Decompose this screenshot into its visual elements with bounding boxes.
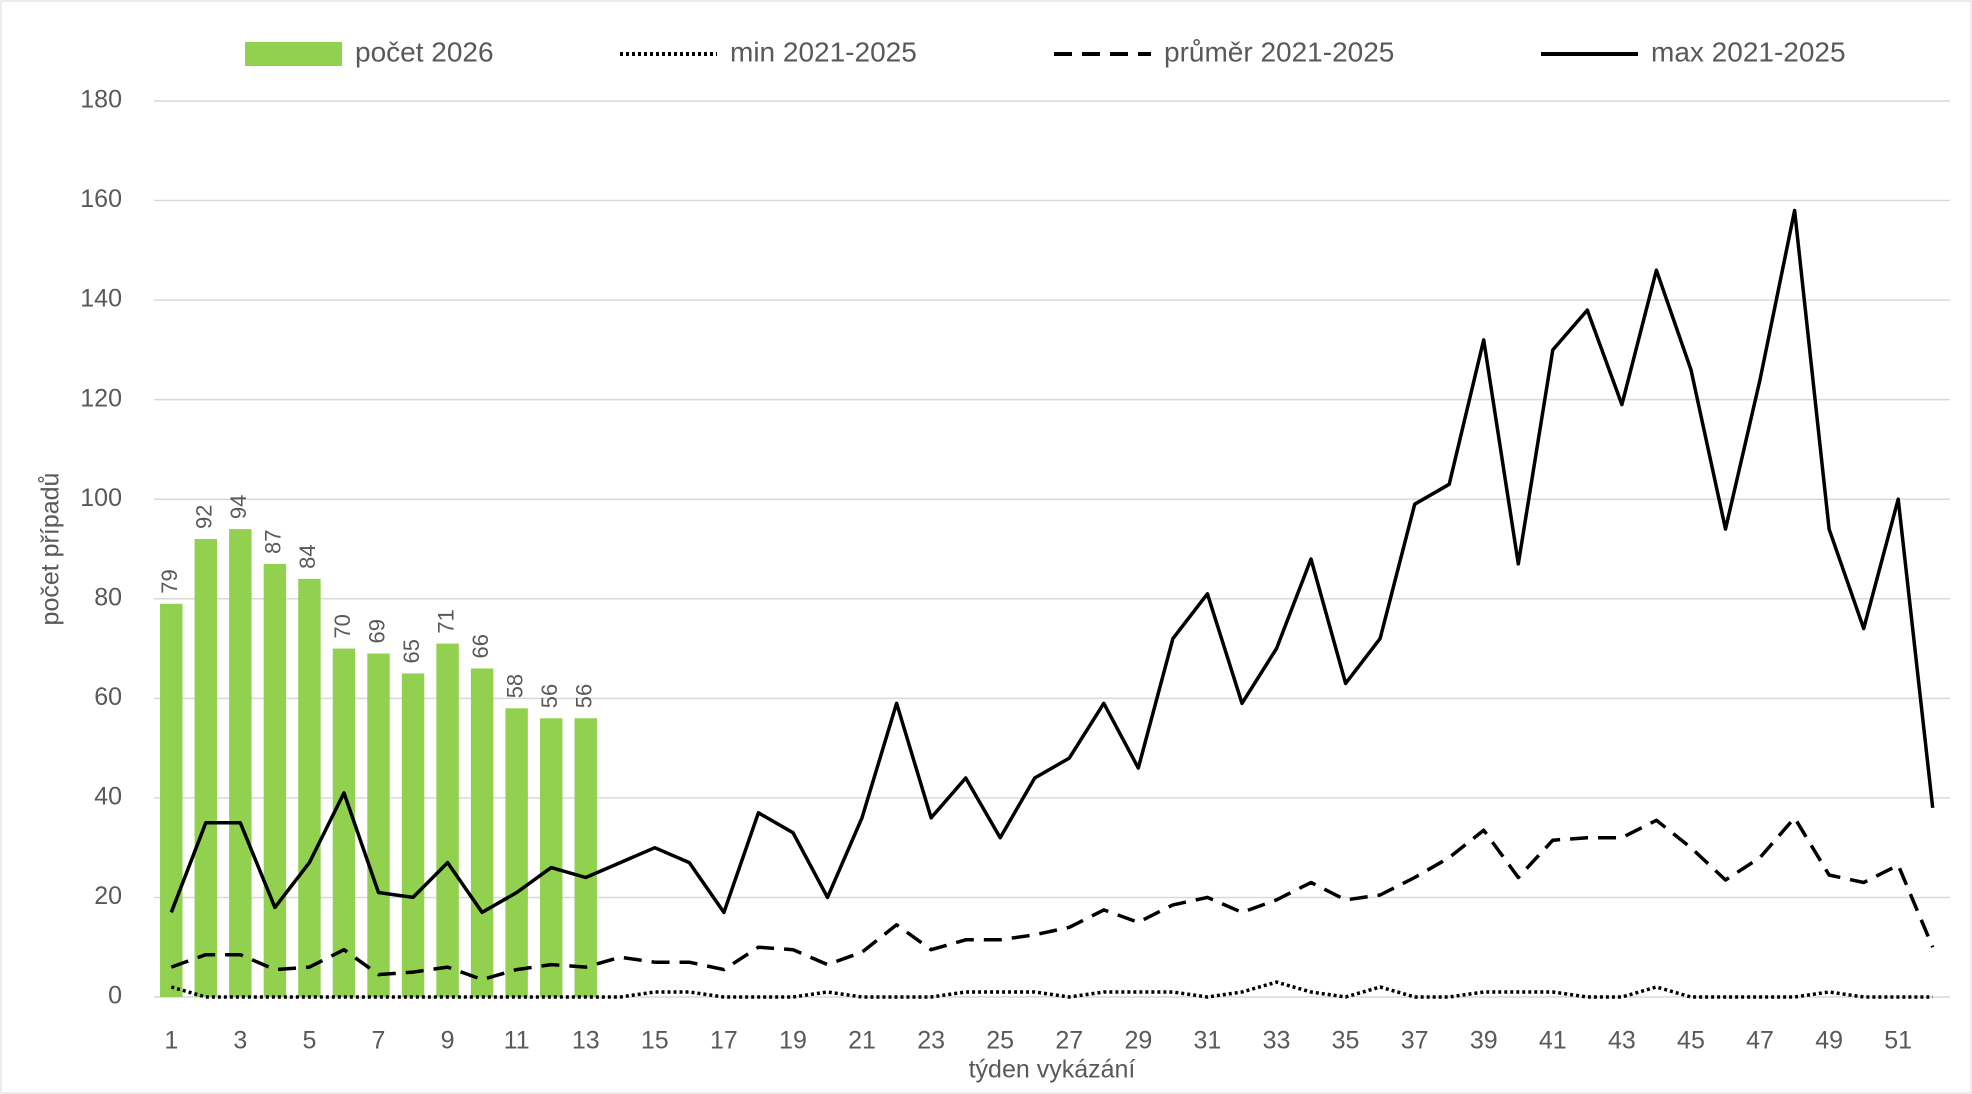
x-tick-label: 37 [1401, 1027, 1429, 1055]
legend-label: min 2021-2025 [730, 36, 917, 67]
x-tick-label: 47 [1746, 1027, 1774, 1055]
x-tick-label: 43 [1608, 1027, 1636, 1055]
bar [539, 718, 563, 997]
data-label: 94 [226, 495, 251, 519]
x-tick-label: 11 [504, 1027, 530, 1055]
x-tick-label: 35 [1332, 1027, 1360, 1055]
x-tick-label: 17 [710, 1027, 738, 1055]
y-tick-label: 120 [80, 384, 122, 412]
x-tick-label: 27 [1055, 1027, 1083, 1055]
data-label: 92 [192, 505, 217, 529]
y-tick-label: 60 [94, 683, 122, 711]
bar [470, 668, 494, 997]
x-tick-label: 45 [1677, 1027, 1705, 1055]
x-tick-label: 29 [1124, 1027, 1152, 1055]
y-tick-label: 40 [94, 782, 122, 810]
x-tick-label: 39 [1470, 1027, 1498, 1055]
data-label: 71 [433, 609, 458, 633]
bar [263, 563, 287, 997]
bar [229, 529, 252, 997]
line-series [170, 816, 1935, 982]
data-label: 70 [330, 614, 355, 638]
bar [160, 603, 183, 997]
x-tick-label: 3 [233, 1027, 247, 1055]
bar [367, 653, 390, 997]
x-tick-label: 9 [441, 1027, 455, 1055]
legend-label: počet 2026 [355, 36, 494, 67]
data-label: 79 [157, 569, 182, 593]
data-label: 56 [572, 684, 597, 708]
data-label: 69 [364, 619, 389, 643]
data-label: 65 [399, 639, 424, 663]
x-tick-label: 51 [1884, 1027, 1912, 1055]
bar [401, 673, 425, 997]
bar [298, 578, 321, 997]
line-series [170, 980, 1933, 999]
legend-swatch [245, 42, 342, 66]
x-tick-label: 19 [779, 1027, 807, 1055]
x-tick-label: 49 [1815, 1027, 1843, 1055]
y-tick-label: 20 [94, 882, 122, 910]
x-tick-label: 15 [641, 1027, 669, 1055]
x-tick-label: 7 [372, 1027, 386, 1055]
bar [574, 718, 597, 997]
x-tick-label: 21 [848, 1027, 876, 1055]
bar [505, 708, 528, 997]
y-tick-label: 180 [80, 86, 122, 114]
data-label: 84 [295, 544, 320, 568]
y-tick-label: 160 [80, 185, 122, 213]
data-label: 87 [261, 529, 286, 553]
legend-label: průměr 2021-2025 [1164, 36, 1394, 67]
legend-label: max 2021-2025 [1651, 36, 1846, 67]
bar [194, 539, 218, 997]
x-tick-label: 41 [1539, 1027, 1567, 1055]
x-tick-label: 1 [164, 1027, 178, 1055]
line-series [169, 208, 1935, 915]
x-tick-label: 5 [302, 1027, 316, 1055]
data-label: 56 [537, 684, 562, 708]
data-label: 58 [502, 674, 527, 698]
x-tick-label: 23 [917, 1027, 945, 1055]
x-axis-label: týden vykázání [969, 1056, 1136, 1084]
bar [332, 648, 356, 997]
y-tick-label: 100 [80, 484, 122, 512]
x-tick-label: 25 [986, 1027, 1014, 1055]
bar [436, 643, 459, 997]
y-axis-label: počet případů [37, 473, 65, 626]
y-tick-label: 140 [80, 285, 122, 313]
y-tick-label: 80 [94, 583, 122, 611]
data-label: 66 [468, 634, 493, 658]
x-tick-label: 13 [572, 1027, 600, 1055]
y-tick-label: 0 [108, 982, 122, 1010]
x-tick-label: 33 [1263, 1027, 1291, 1055]
x-tick-label: 31 [1194, 1027, 1222, 1055]
